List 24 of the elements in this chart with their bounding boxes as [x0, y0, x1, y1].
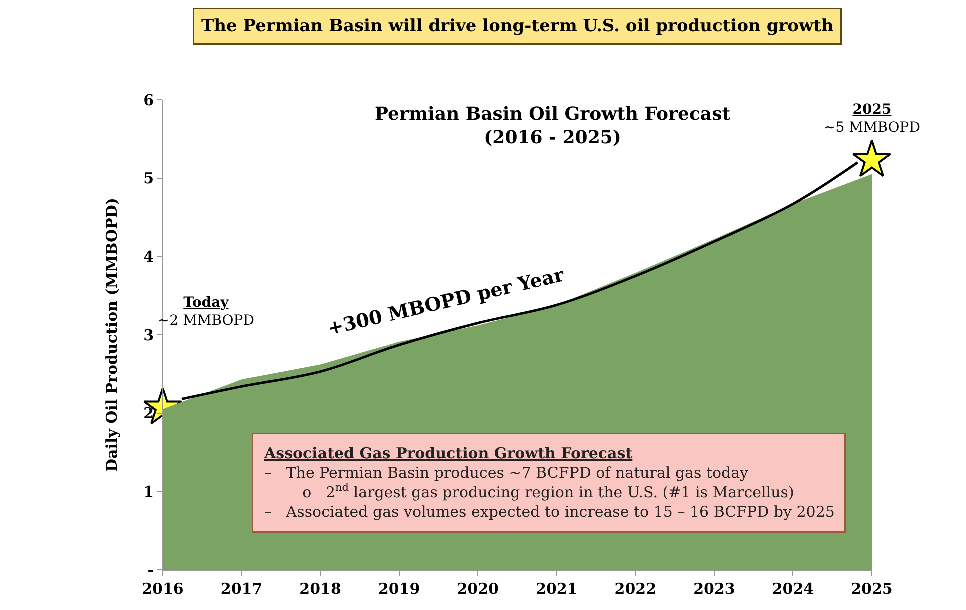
y-tick-label: 3 — [144, 326, 154, 344]
x-tick-label: 2024 — [772, 580, 814, 598]
annotation: Today ~2 MMBOPD — [158, 295, 254, 330]
x-tick-label: 2025 — [851, 580, 893, 598]
y-tick-label: 6 — [144, 91, 154, 110]
x-tick-label: 2019 — [378, 580, 420, 598]
x-tick-label: 2021 — [536, 580, 578, 598]
x-tick-label: 2016 — [142, 580, 184, 598]
annotation: 2025 ~5 MMBOPD — [824, 102, 920, 136]
text: Permian Basin Oil Growth Forecast (2016 - 2025) — [375, 104, 732, 148]
y-tick-label: 5 — [144, 170, 154, 188]
y-tick-label: 1 — [144, 482, 154, 501]
annotation: Associated Gas Production Growth Forecast – The Permian Basin produces ~7 BCFPD of natural gas today o 2$^{nd}$ largest gas producing region in the U.S. (#1 is Marcellus) – Associated gas volumes expected to increase to 15 – 16 BCFPD by 2025 — [264, 444, 835, 521]
y-tick-label: 4 — [144, 248, 154, 266]
y-tick-label: - — [148, 561, 154, 580]
x-tick-label: 2023 — [694, 580, 736, 598]
x-tick-label: 2017 — [220, 580, 263, 598]
x-tick-label: 2018 — [300, 580, 342, 598]
y-axis-title: Daily Oil Production (MMBOPD) — [102, 198, 121, 472]
y-tick-label: 2 — [144, 404, 154, 423]
annotation: +300 MBOPD per Year — [326, 264, 568, 340]
x-tick-label: 2020 — [457, 580, 499, 598]
chart-title: The Permian Basin will drive long-term U.S. oil production growth — [202, 16, 834, 36]
x-tick-label: 2022 — [614, 580, 657, 598]
